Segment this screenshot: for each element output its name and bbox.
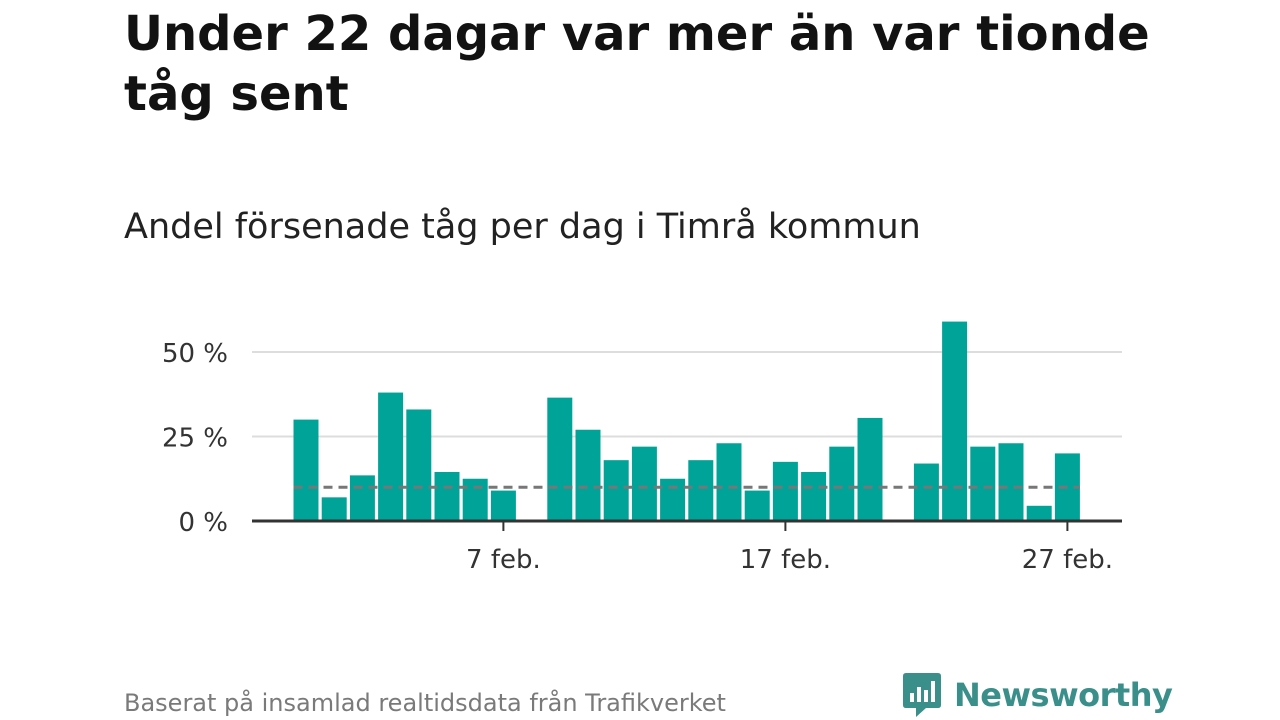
bar-2024-02-24 [970,446,996,521]
bar-2024-02-18 [801,471,827,521]
y-tick-label: 25 % [162,424,228,454]
bar-2024-02-01 [321,497,347,521]
bar-2024-02-03 [378,392,404,521]
bar-2024-02-16 [744,490,770,521]
bar-2024-02-07 [490,490,516,521]
bar-2024-02-04 [406,409,432,521]
bar-2024-02-22 [913,463,939,521]
bar-2024-02-11 [603,460,629,521]
source-note: Baserat på insamlad realtidsdata från Tr… [124,689,726,717]
chart-title: Under 22 dagar var mer än var tionde tåg… [124,6,1150,122]
bar-2024-02-14 [688,460,714,521]
newsworthy-logo-icon [903,673,941,717]
x-axis-ticks: 7 feb. 17 feb. 27 feb. [466,521,1113,575]
bar-2024-02-02 [349,475,375,521]
bar-2024-02-23 [942,321,968,521]
bar-2024-02-19 [829,446,855,521]
x-tick-label: 27 feb. [1022,545,1113,575]
newsworthy-logo: Newsworthy [902,670,1173,720]
bar-2024-02-05 [434,471,460,521]
bar-2024-02-06 [462,478,488,521]
bar-2024-02-26 [1026,505,1052,521]
bar-2024-02-25 [998,443,1024,521]
chart-subtitle: Andel försenade tåg per dag i Timrå komm… [124,207,921,247]
bar-2024-02-20 [857,417,883,521]
bar-2024-02-17 [772,461,798,521]
bar-2024-02-10 [575,429,601,521]
x-tick-label: 17 feb. [740,545,831,575]
x-tick-label: 7 feb. [466,545,541,575]
y-axis-ticks: 0 % 25 % 50 % [162,339,228,538]
newsworthy-logo-text: Newsworthy [954,676,1173,714]
bar-2024-02-13 [660,478,686,521]
bar-2024-02-12 [631,446,657,521]
bar-2024-02-15 [716,443,742,521]
y-tick-label: 0 % [178,508,228,538]
bar-2024-02-09 [547,397,573,521]
y-tick-label: 50 % [162,339,228,369]
bar-2024-01-31 [293,419,319,521]
